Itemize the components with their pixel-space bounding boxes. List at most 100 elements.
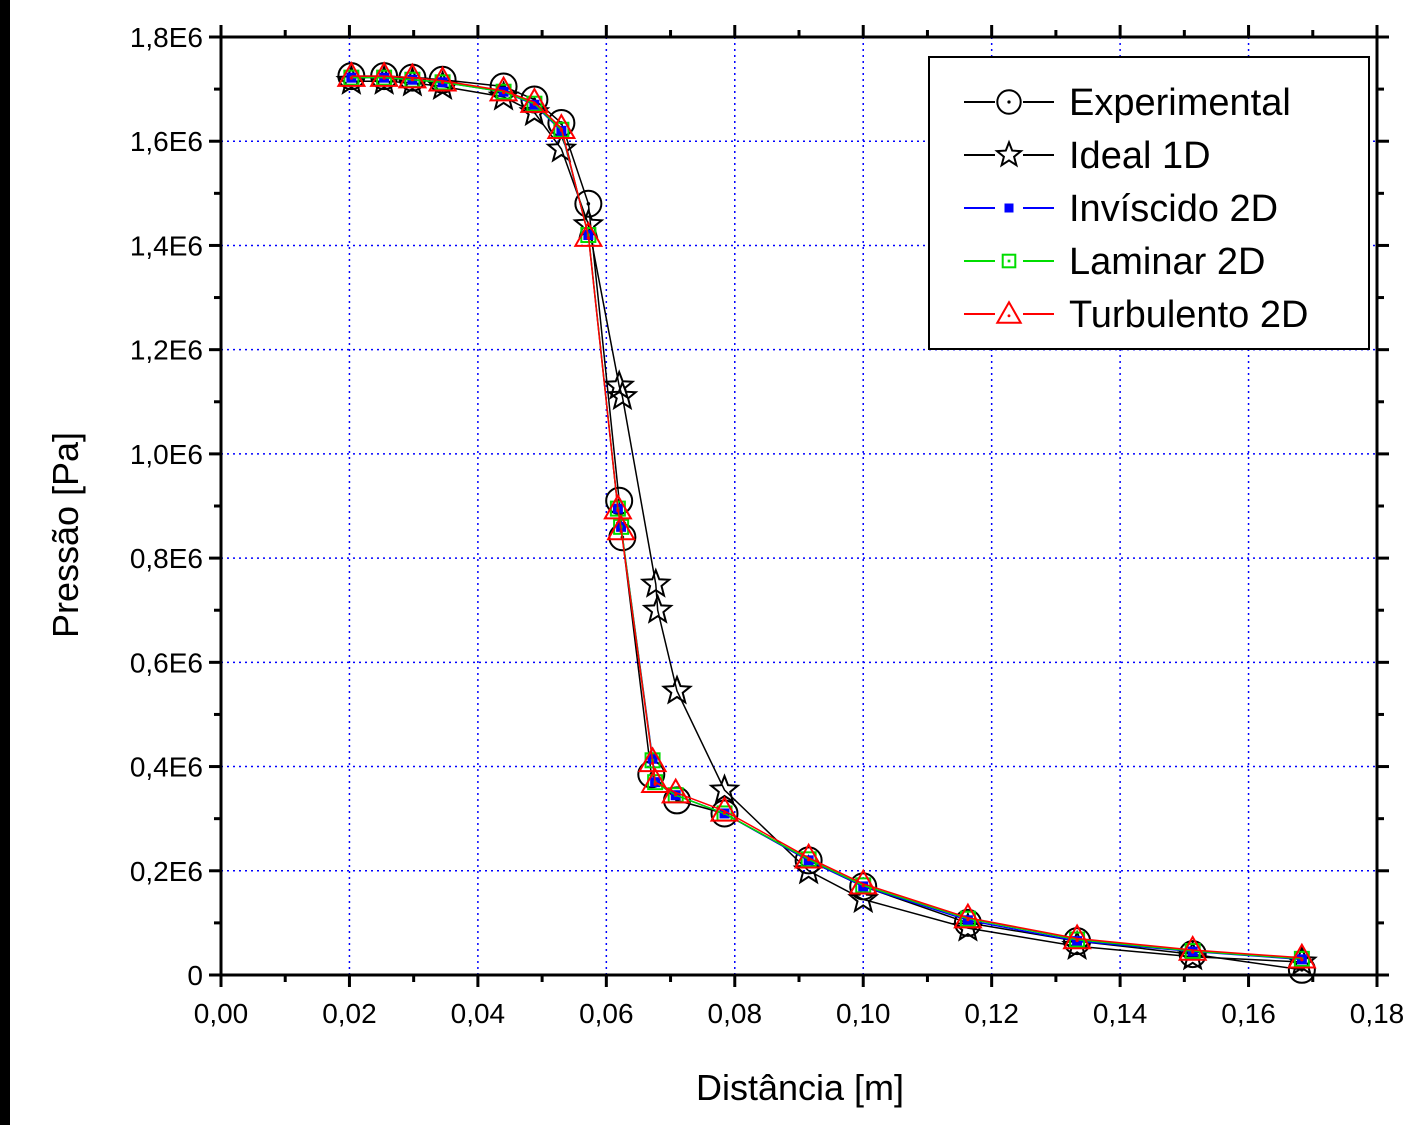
triangle-marker bbox=[519, 87, 550, 113]
triangle-marker-dot bbox=[1075, 938, 1079, 943]
x-tick-label: 0,10 bbox=[836, 998, 891, 1029]
legend-item: Ideal 1D bbox=[964, 135, 1211, 177]
star-marker bbox=[847, 882, 880, 914]
x-axis-title: Distância [m] bbox=[696, 1067, 904, 1108]
triangle-marker-dot bbox=[650, 761, 655, 765]
triangle-marker bbox=[1062, 923, 1092, 950]
y-tick-label: 1,8E6 bbox=[130, 22, 203, 53]
triangle-marker-dot bbox=[807, 858, 811, 862]
triangle-marker bbox=[709, 795, 740, 822]
triangle-marker-dot bbox=[966, 918, 970, 922]
square-marker bbox=[800, 851, 817, 868]
triangle-marker-dot bbox=[1300, 958, 1304, 962]
triangle-marker-dot bbox=[349, 76, 353, 80]
star-marker bbox=[639, 567, 672, 598]
x-tick-label: 0,12 bbox=[964, 998, 1019, 1029]
x-tick-label: 0,06 bbox=[579, 998, 634, 1029]
triangle-marker bbox=[848, 868, 878, 895]
triangle-marker bbox=[336, 61, 367, 87]
legend: Experimental Ideal 1D Invíscido 2D Laminar … bbox=[928, 56, 1370, 350]
triangle-marker bbox=[1177, 934, 1208, 961]
square-marker bbox=[526, 95, 543, 112]
x-tick-label: 0,04 bbox=[451, 998, 506, 1029]
square-marker bbox=[553, 121, 570, 138]
star-marker bbox=[545, 132, 578, 163]
square-marker bbox=[376, 69, 393, 86]
triangle-marker-dot bbox=[410, 78, 414, 82]
triangle-marker bbox=[640, 767, 670, 793]
circle-marker-dot bbox=[586, 201, 591, 206]
triangle-marker bbox=[427, 65, 458, 92]
triangle-marker bbox=[606, 514, 636, 541]
legend-label: Turbulento 2D bbox=[1069, 294, 1308, 336]
triangle-marker-dot bbox=[722, 811, 727, 815]
triangle-marker bbox=[995, 300, 1023, 324]
triangle-marker-dot bbox=[653, 782, 657, 786]
circle-marker bbox=[996, 89, 1022, 115]
legend-label: Experimental bbox=[1069, 82, 1291, 124]
triangle-marker bbox=[603, 493, 633, 520]
x-tick-label: 0,14 bbox=[1093, 998, 1148, 1029]
y-tick-label: 0,4E6 bbox=[130, 752, 203, 783]
triangle-marker-dot bbox=[1007, 314, 1011, 318]
y-tick-label: 0 bbox=[187, 960, 203, 991]
star-marker bbox=[994, 139, 1024, 168]
triangle-marker-dot bbox=[1191, 950, 1195, 954]
y-tick-label: 0,6E6 bbox=[130, 647, 203, 678]
circle-marker bbox=[574, 189, 603, 218]
triangle-marker bbox=[1287, 942, 1317, 969]
legend-item: Experimental bbox=[964, 82, 1291, 124]
triangle-marker bbox=[573, 221, 604, 247]
square-marker-dot bbox=[1007, 259, 1011, 263]
star-marker bbox=[792, 854, 825, 885]
filled-square-marker bbox=[1004, 203, 1014, 213]
star-marker bbox=[606, 379, 639, 411]
chart-canvas: 0,00 0,02 0,04 0,06 0,08 0,10 0,12 0,14 0,16 0,18… bbox=[10, 0, 1418, 1125]
series-line bbox=[351, 75, 1302, 959]
legend-label: Ideal 1D bbox=[1069, 135, 1211, 177]
star-marker bbox=[641, 593, 674, 624]
triangle-marker-dot bbox=[861, 884, 865, 888]
y-tick-label: 0,8E6 bbox=[130, 543, 203, 574]
y-tick-label: 1,2E6 bbox=[130, 335, 203, 366]
plot-frame bbox=[219, 35, 1379, 977]
legend-item: Laminar 2D bbox=[964, 241, 1265, 283]
x-tick-label: 0,18 bbox=[1350, 998, 1405, 1029]
circle-marker bbox=[794, 846, 823, 875]
triangle-marker bbox=[660, 777, 691, 804]
y-tick-label: 1,0E6 bbox=[130, 439, 203, 470]
triangle-marker-dot bbox=[532, 102, 537, 106]
plot-border bbox=[219, 35, 1379, 977]
triangle-marker bbox=[793, 842, 824, 869]
y-axis-title: Pressão [Pa] bbox=[45, 432, 86, 638]
star-marker bbox=[487, 80, 520, 111]
triangle-marker bbox=[369, 61, 399, 87]
y-tick-label: 0,2E6 bbox=[130, 856, 203, 887]
y-tick-label: 1,4E6 bbox=[130, 230, 203, 261]
legend-label: Invíscido 2D bbox=[1069, 188, 1278, 230]
x-tick-label: 0,00 bbox=[194, 998, 249, 1029]
series-line bbox=[351, 80, 1302, 963]
triangle-marker bbox=[488, 75, 519, 102]
triangle-marker bbox=[397, 62, 428, 89]
triangle-marker-dot bbox=[674, 793, 678, 797]
square-marker bbox=[343, 69, 360, 86]
legend-label: Laminar 2D bbox=[1069, 241, 1265, 283]
triangle-marker bbox=[637, 746, 668, 773]
triangle-marker-dot bbox=[382, 76, 386, 80]
square-marker bbox=[1001, 253, 1017, 269]
y-tick-label: 1,6E6 bbox=[130, 126, 203, 157]
star-marker bbox=[661, 674, 693, 705]
triangle-marker-dot bbox=[586, 236, 590, 240]
triangle-marker-dot bbox=[616, 509, 620, 513]
tick-labels: 0,00 0,02 0,04 0,06 0,08 0,10 0,12 0,14 0,16 0,18… bbox=[130, 22, 1404, 1029]
legend-item: Invíscido 2D bbox=[964, 188, 1278, 230]
legend-marker-bg bbox=[995, 141, 1023, 169]
triangle-marker-dot bbox=[619, 529, 623, 534]
circle-marker bbox=[710, 799, 739, 828]
series-turbulento-2d bbox=[336, 61, 1317, 969]
series-layer bbox=[335, 61, 1318, 984]
x-tick-label: 0,08 bbox=[708, 998, 763, 1029]
triangle-marker bbox=[546, 113, 577, 139]
